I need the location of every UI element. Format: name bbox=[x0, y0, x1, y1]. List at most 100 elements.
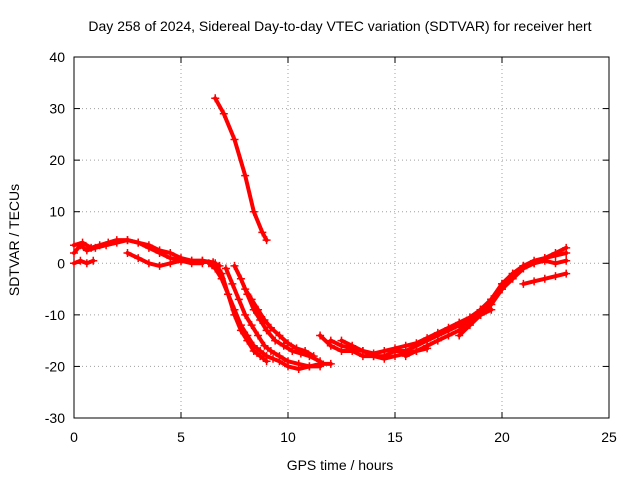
data-point bbox=[187, 259, 196, 268]
data-point bbox=[236, 321, 245, 330]
data-point bbox=[70, 241, 78, 250]
chart-title: Day 258 of 2024, Sidereal Day-to-day VTE… bbox=[88, 18, 591, 34]
data-point bbox=[112, 236, 121, 245]
data-point bbox=[234, 295, 243, 304]
data-point bbox=[221, 264, 230, 273]
data-point bbox=[476, 310, 485, 319]
series-track-4 bbox=[70, 256, 98, 268]
x-tick-label: 15 bbox=[387, 429, 403, 445]
data-point bbox=[211, 94, 220, 103]
data-point bbox=[95, 241, 104, 250]
data-point bbox=[249, 341, 258, 350]
data-point bbox=[288, 346, 297, 355]
series-track-17 bbox=[337, 336, 432, 363]
data-point bbox=[562, 243, 571, 252]
data-point bbox=[262, 352, 271, 361]
data-point bbox=[519, 279, 528, 288]
data-point bbox=[358, 346, 367, 355]
data-point bbox=[236, 274, 245, 283]
data-point bbox=[551, 248, 560, 257]
data-points bbox=[70, 94, 571, 374]
data-point bbox=[155, 261, 164, 270]
data-point bbox=[380, 354, 389, 363]
data-point bbox=[82, 246, 91, 255]
data-point bbox=[423, 344, 432, 353]
data-point bbox=[217, 269, 226, 278]
y-tick-label: 10 bbox=[49, 204, 65, 220]
data-point bbox=[123, 248, 132, 257]
data-point bbox=[284, 339, 292, 348]
y-tick-label: 20 bbox=[49, 152, 65, 168]
data-point bbox=[266, 323, 275, 332]
data-point bbox=[82, 259, 91, 268]
data-point bbox=[401, 349, 410, 358]
data-point bbox=[230, 135, 239, 144]
data-point bbox=[369, 352, 378, 361]
data-point bbox=[562, 256, 571, 265]
data-point bbox=[540, 254, 549, 263]
data-point bbox=[134, 238, 143, 247]
series-track-5 bbox=[123, 248, 207, 270]
series-track-15 bbox=[455, 243, 571, 340]
data-point bbox=[254, 305, 263, 314]
data-point bbox=[348, 341, 357, 350]
data-point bbox=[166, 248, 175, 257]
data-point bbox=[551, 259, 560, 268]
data-point bbox=[249, 207, 258, 216]
data-point bbox=[247, 321, 256, 330]
data-point bbox=[292, 344, 301, 353]
data-point bbox=[241, 171, 250, 180]
data-point bbox=[487, 300, 496, 309]
data-point bbox=[271, 336, 280, 345]
data-point bbox=[241, 310, 250, 319]
data-point bbox=[275, 331, 284, 340]
data-point bbox=[498, 285, 506, 294]
data-point bbox=[294, 359, 303, 368]
x-tick-label: 25 bbox=[601, 429, 617, 445]
data-point bbox=[519, 264, 528, 273]
data-point bbox=[301, 346, 310, 355]
data-point bbox=[230, 261, 239, 270]
data-point bbox=[455, 331, 464, 340]
data-point bbox=[423, 334, 432, 343]
data-point bbox=[391, 344, 399, 353]
series-track-8 bbox=[221, 264, 325, 371]
data-point bbox=[144, 259, 153, 268]
data-point bbox=[530, 277, 539, 286]
axis-ticks bbox=[73, 56, 610, 419]
series-line bbox=[213, 261, 333, 371]
data-point bbox=[70, 248, 78, 257]
data-point bbox=[262, 326, 271, 335]
series-track-10 bbox=[241, 285, 318, 361]
plot-frame bbox=[73, 56, 610, 419]
data-point bbox=[551, 272, 560, 281]
data-point bbox=[275, 352, 284, 361]
x-tick-label: 5 bbox=[177, 429, 185, 445]
data-point bbox=[243, 331, 252, 340]
data-point bbox=[89, 256, 98, 265]
data-point bbox=[219, 109, 228, 118]
data-point bbox=[316, 331, 325, 340]
data-point bbox=[70, 259, 78, 268]
data-point bbox=[433, 331, 442, 340]
data-point bbox=[78, 238, 87, 247]
data-point bbox=[247, 295, 256, 304]
data-point bbox=[258, 228, 267, 237]
data-point bbox=[228, 279, 237, 288]
y-tick-label: -30 bbox=[45, 410, 65, 426]
data-point bbox=[155, 246, 164, 255]
data-point bbox=[391, 352, 399, 361]
series-track-1 bbox=[211, 94, 271, 245]
tick-labels: 0 5 10 15 20 25 -30 -20 -10 0 10 20 30 40 bbox=[45, 49, 617, 445]
data-point bbox=[177, 256, 185, 265]
y-tick-label: 0 bbox=[57, 255, 65, 271]
data-point bbox=[262, 236, 271, 245]
data-point bbox=[326, 336, 335, 345]
data-point bbox=[134, 254, 143, 263]
series-track-16 bbox=[519, 269, 571, 288]
data-point bbox=[465, 321, 474, 330]
data-point bbox=[309, 352, 318, 361]
data-point bbox=[87, 243, 96, 252]
